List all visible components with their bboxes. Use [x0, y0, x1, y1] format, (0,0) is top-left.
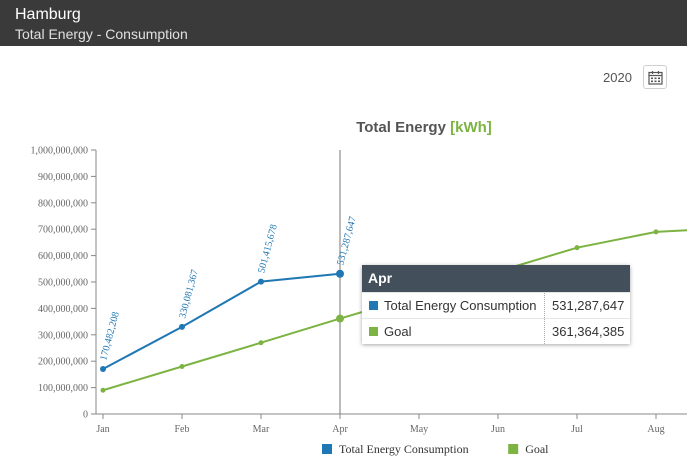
- x-tick-label: May: [410, 424, 428, 435]
- data-point: [179, 363, 185, 369]
- data-point: [258, 340, 264, 346]
- data-label: 330,081,367: [177, 268, 201, 319]
- x-tick-label: Mar: [253, 424, 270, 435]
- data-point: [258, 278, 264, 285]
- data-label: 531,287,647: [335, 215, 359, 266]
- tooltip-value: 361,364,385: [544, 319, 624, 344]
- data-label: 170,482,208: [98, 311, 122, 362]
- y-tick-label: 500,000,000: [38, 278, 88, 289]
- data-point: [574, 245, 580, 251]
- data-point: [179, 323, 185, 330]
- page-header: Hamburg Total Energy - Consumption: [0, 0, 687, 46]
- x-tick-label: Feb: [175, 424, 190, 435]
- year-label: 2020: [603, 70, 632, 85]
- y-tick-label: 300,000,000: [38, 330, 88, 341]
- data-point: [653, 229, 659, 235]
- y-tick-label: 600,000,000: [38, 251, 88, 262]
- legend-label: Total Energy Consumption: [339, 442, 469, 456]
- data-point: [100, 365, 106, 372]
- y-tick-label: 400,000,000: [38, 304, 88, 315]
- x-tick-label: Jan: [96, 424, 109, 435]
- x-tick-label: Jul: [571, 424, 583, 435]
- y-tick-label: 800,000,000: [38, 198, 88, 209]
- chart-title-text: Total Energy: [356, 119, 446, 136]
- tooltip-swatch-goal: [369, 327, 378, 336]
- y-tick-label: 700,000,000: [38, 225, 88, 236]
- series-line-0: [102, 272, 341, 370]
- x-tick-label: Jun: [491, 424, 505, 435]
- chart-title-unit: [kWh]: [450, 119, 492, 136]
- legend-swatch: [508, 444, 519, 454]
- tooltip-row-goal: Goal 361,364,385: [362, 318, 630, 344]
- chart-title: Total Energy [kWh]: [356, 119, 492, 136]
- legend-label: Goal: [525, 442, 549, 456]
- tooltip-title: Apr: [362, 265, 630, 292]
- tooltip-name: Total Energy Consumption: [384, 298, 537, 313]
- data-label: 501,415,678: [256, 223, 280, 274]
- chart-tooltip: Apr Total Energy Consumption 531,287,647…: [362, 265, 630, 344]
- y-tick-label: 900,000,000: [38, 172, 88, 183]
- city-title: Hamburg: [15, 6, 81, 23]
- data-point: [336, 269, 344, 278]
- data-point: [100, 387, 106, 393]
- tooltip-swatch-consumption: [369, 301, 378, 310]
- y-tick-label: 0: [83, 410, 88, 421]
- y-tick-label: 100,000,000: [38, 383, 88, 394]
- legend-swatch: [322, 444, 332, 454]
- tooltip-name: Goal: [384, 324, 412, 339]
- x-tick-label: Apr: [332, 424, 348, 435]
- data-point: [336, 314, 344, 323]
- x-tick-label: Aug: [647, 424, 664, 435]
- calendar-icon: [648, 71, 663, 85]
- calendar-button[interactable]: [643, 65, 667, 89]
- y-tick-label: 1,000,000,000: [31, 146, 89, 157]
- tooltip-row-consumption: Total Energy Consumption 531,287,647: [362, 292, 630, 318]
- tooltip-value: 531,287,647: [544, 293, 624, 318]
- page-subtitle: Total Energy - Consumption: [15, 26, 188, 42]
- y-tick-label: 200,000,000: [38, 357, 88, 368]
